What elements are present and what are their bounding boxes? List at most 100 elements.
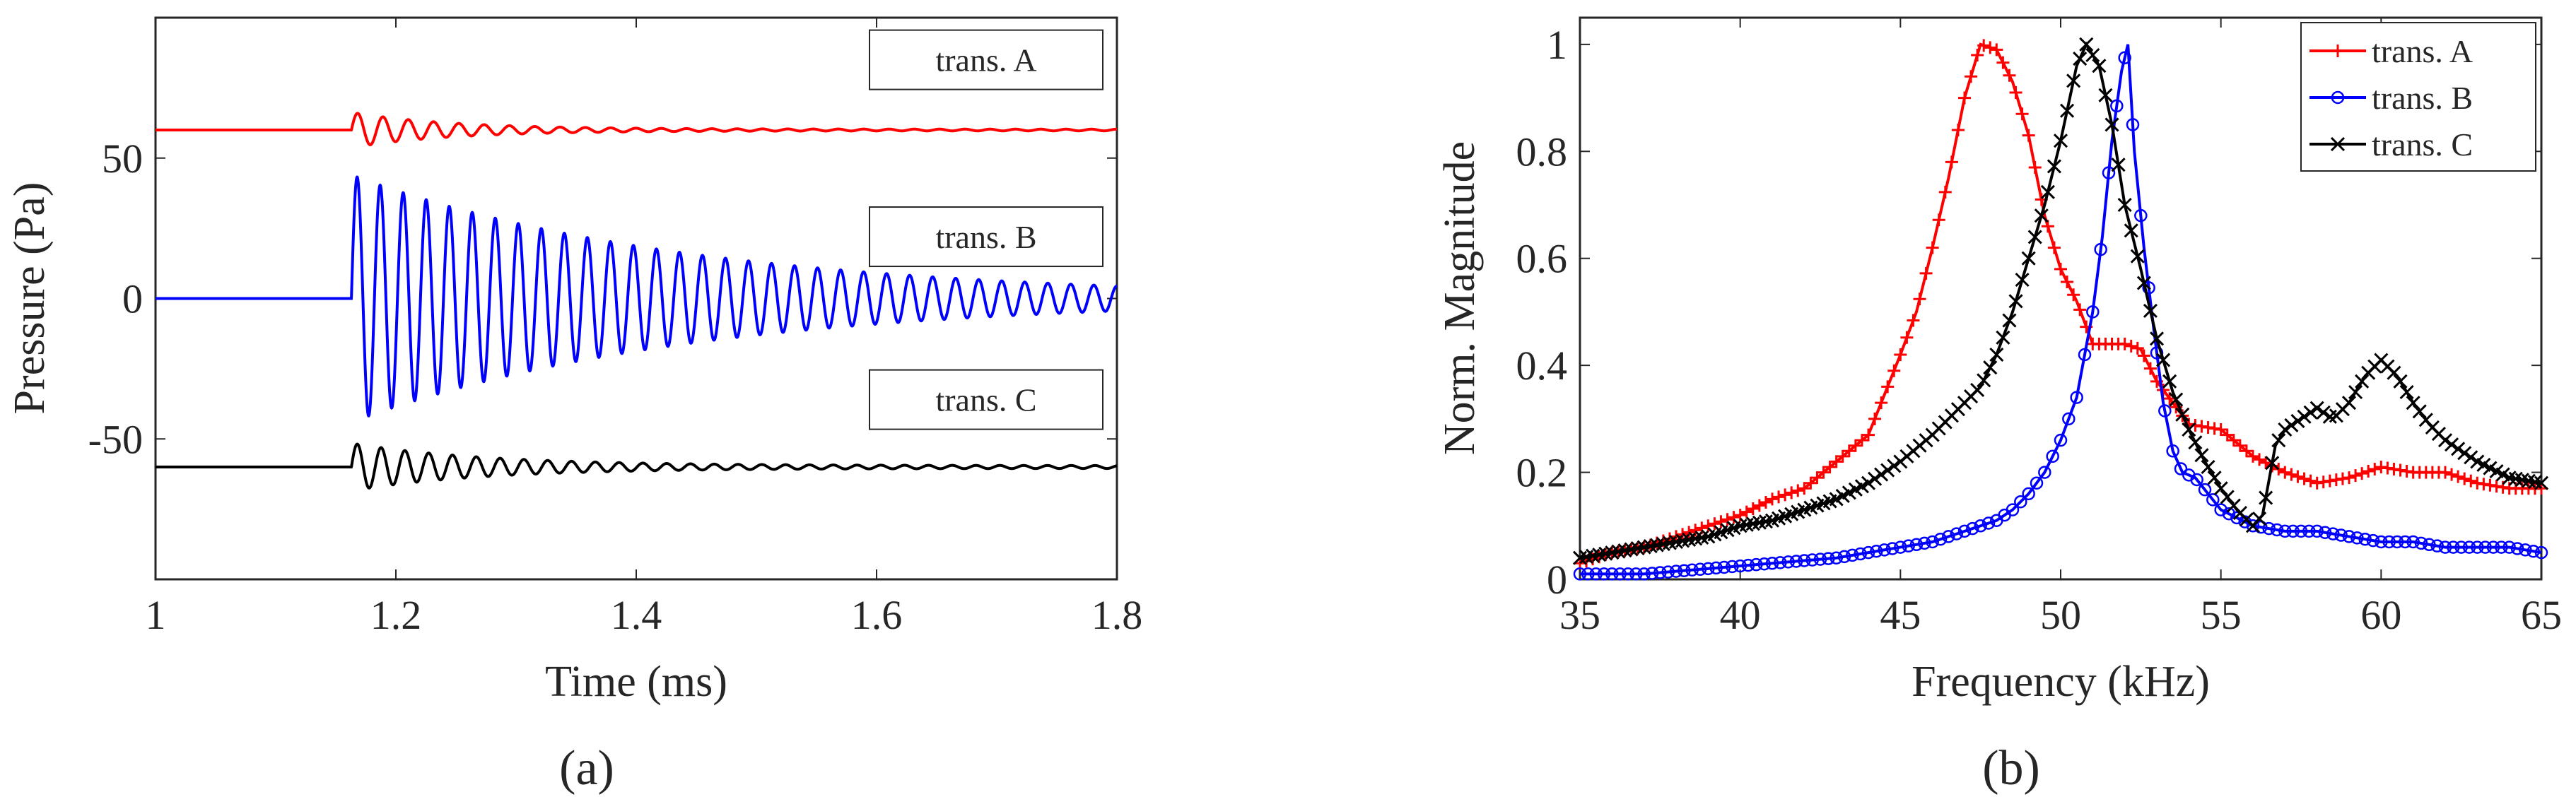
panel-a-tick-labels: 1 1.2 1.4 1.6 1.8 -50 0 50 <box>88 136 1143 638</box>
data-point-trans-a <box>2349 469 2363 483</box>
data-point-trans-b <box>2126 118 2140 131</box>
data-point-trans-a <box>2208 422 2221 435</box>
data-point-trans-b <box>1678 564 1691 577</box>
data-point-trans-a <box>2253 453 2266 466</box>
data-point-trans-b <box>2030 476 2044 490</box>
data-point-trans-a <box>1932 213 1945 227</box>
data-point-trans-c <box>2162 374 2177 389</box>
data-point-trans-b <box>1726 560 1739 574</box>
data-point-trans-c <box>2079 37 2094 52</box>
a-xtick-label: 1.8 <box>1091 592 1143 638</box>
data-point-trans-b <box>1966 521 1979 536</box>
data-point-trans-b <box>1621 567 1635 581</box>
data-point-trans-b <box>2519 543 2532 557</box>
data-point-trans-c <box>1874 467 1889 482</box>
data-point-trans-c <box>2284 418 2299 433</box>
panel-a-xlabel: Time (ms) <box>545 658 727 706</box>
data-point-trans-b <box>2510 542 2524 555</box>
data-point-trans-c <box>2040 184 2055 199</box>
data-point-trans-b <box>1805 553 1819 567</box>
data-point-trans-c <box>2309 401 2324 415</box>
data-point-trans-a <box>2362 465 2375 478</box>
data-point-trans-b <box>2038 466 2051 479</box>
data-point-trans-b <box>2382 535 2396 549</box>
trace-label-box <box>869 206 1103 268</box>
data-point-trans-c <box>2111 158 2126 172</box>
data-point-trans-a <box>1849 439 1862 452</box>
trace-label-box <box>869 29 1103 90</box>
data-point-trans-c <box>2290 413 2305 428</box>
data-point-trans-b <box>1669 564 1683 578</box>
data-point-trans-b <box>1757 557 1771 571</box>
data-point-trans-a <box>1714 515 1728 528</box>
data-point-trans-c <box>2213 481 2228 496</box>
b-xtick-label: 65 <box>2521 592 2562 638</box>
data-point-trans-a <box>2061 276 2074 289</box>
data-point-trans-c <box>2015 272 2030 288</box>
data-point-trans-b <box>1846 548 1859 562</box>
data-point-trans-c <box>1868 471 1883 486</box>
data-point-trans-a <box>2067 288 2080 302</box>
data-point-trans-b <box>2318 526 2332 539</box>
data-point-trans-b <box>2166 444 2179 458</box>
series-line-a-trans-a <box>156 112 1117 146</box>
data-point-trans-c <box>2437 433 2453 448</box>
data-point-trans-c <box>1996 330 2010 345</box>
data-point-trans-c <box>1989 347 2004 362</box>
data-point-trans-b <box>2262 521 2276 536</box>
data-point-trans-b <box>1685 563 1699 577</box>
data-point-trans-a <box>1900 331 1914 344</box>
data-point-trans-a <box>1682 526 1696 539</box>
data-point-trans-b <box>1885 542 1899 555</box>
data-point-trans-b <box>1765 557 1779 570</box>
data-point-trans-a <box>1881 380 1895 394</box>
data-point-trans-b <box>1637 567 1651 581</box>
data-point-trans-b <box>2502 540 2516 554</box>
data-point-trans-a <box>1996 56 2010 69</box>
data-point-trans-b <box>1837 550 1851 564</box>
data-point-trans-a <box>1977 39 1991 52</box>
data-point-trans-a <box>1868 412 1882 425</box>
data-point-trans-c <box>2188 435 2203 450</box>
data-point-trans-c <box>2060 103 2075 118</box>
data-point-trans-c <box>1880 463 1895 478</box>
b-ytick-label: 0.2 <box>1516 450 1568 496</box>
data-point-trans-a <box>1823 461 1837 473</box>
data-point-trans-b <box>1918 536 1931 550</box>
data-point-trans-a <box>1945 155 1958 169</box>
data-point-trans-b <box>2326 527 2340 540</box>
data-point-trans-a <box>1817 466 1830 479</box>
trace-label-trans-b: trans. B <box>935 219 1036 255</box>
data-point-trans-b <box>1589 567 1603 581</box>
panel-a-series-group <box>156 112 1118 490</box>
data-point-trans-b <box>1774 556 1787 569</box>
data-point-trans-a <box>2381 461 2394 475</box>
data-point-trans-a <box>1766 492 1779 506</box>
panel-a-ylabel: Pressure (Pa) <box>6 182 54 415</box>
data-point-trans-a <box>2343 471 2355 485</box>
a-xtick-label: 1 <box>146 592 166 638</box>
data-point-trans-b <box>1822 552 1835 565</box>
data-point-trans-c <box>2220 490 2235 504</box>
data-point-trans-a <box>1791 484 1805 497</box>
data-point-trans-b <box>1974 519 1987 533</box>
data-point-trans-c <box>1861 475 1876 490</box>
data-point-trans-b <box>2471 540 2484 554</box>
data-point-trans-a <box>2483 478 2497 492</box>
data-point-trans-c <box>2156 353 2171 367</box>
data-point-trans-a <box>2214 423 2227 436</box>
data-point-trans-a <box>2336 472 2349 485</box>
data-point-trans-b <box>1597 567 1611 581</box>
data-point-trans-b <box>1926 535 1939 549</box>
data-point-trans-c <box>1887 459 1902 473</box>
b-ytick-label: 0 <box>1547 557 1567 603</box>
data-point-trans-a <box>1965 70 1978 83</box>
data-point-trans-a <box>2220 428 2234 442</box>
panel-b-ticks <box>1579 18 2542 580</box>
data-point-trans-a <box>1752 499 1766 512</box>
data-point-trans-c <box>2457 446 2472 461</box>
data-point-trans-a <box>2124 339 2138 353</box>
data-point-trans-b <box>1902 539 1915 552</box>
b-ytick-label: 0.4 <box>1516 343 1568 389</box>
data-point-trans-c <box>2175 407 2190 422</box>
